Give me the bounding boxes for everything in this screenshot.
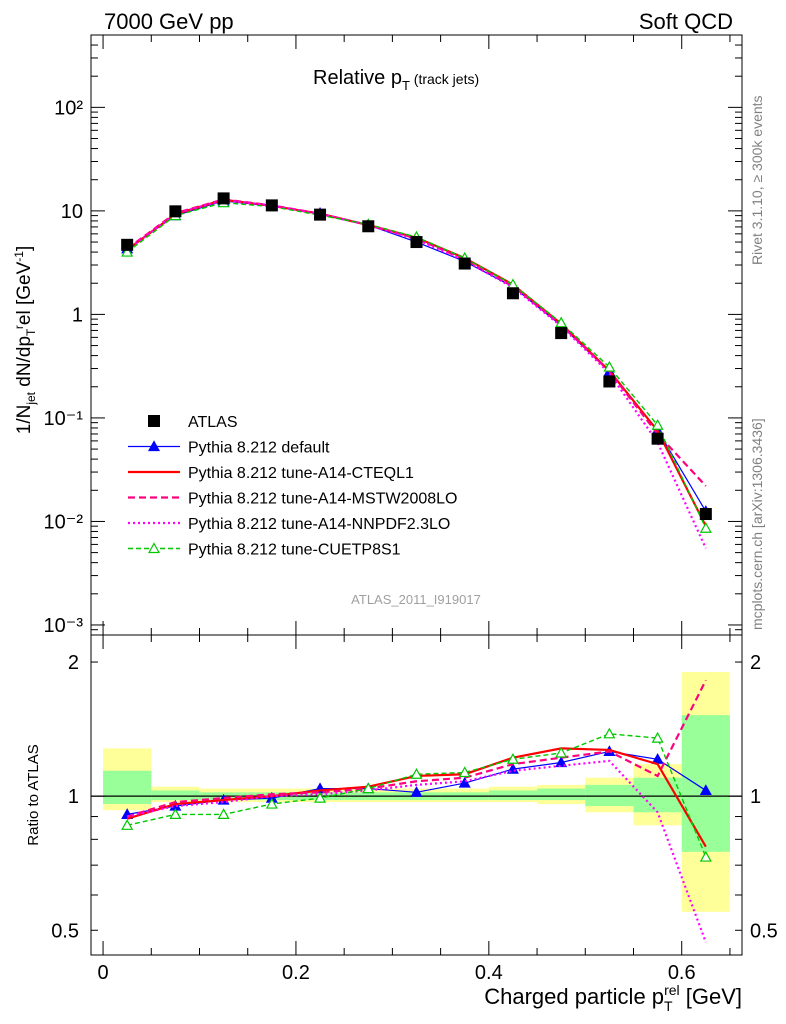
ratio-point-cuetp8s1 <box>651 731 664 743</box>
ratio-axis-ticks: 0.5 0.5 1 1 2 2 0 0.2 0.4 0.6 <box>51 635 778 984</box>
ratio-point-cuetp8s1 <box>555 746 568 758</box>
energy-label: 7000 GeV pp <box>104 9 234 34</box>
legend-marker-cuetp8s1 <box>147 542 161 554</box>
y-tick-label: 10⁻¹ <box>44 408 84 430</box>
ratio-panel: 0.5 0.5 1 1 2 2 0 0.2 0.4 0.6 Ratio to ATLAS Char… <box>25 634 778 1014</box>
ratio-plot-frame <box>90 634 743 956</box>
ratio-line-a14_nnpdf <box>126 759 707 943</box>
ratio-point-cuetp8s1 <box>121 819 134 830</box>
x-tick-label: 0 <box>97 962 108 984</box>
ratio-point-cuetp8s1 <box>265 797 278 809</box>
atlas-data-point <box>265 199 278 212</box>
ratio-point-cuetp8s1 <box>314 791 327 803</box>
main-axis-ticks: 10⁻³ 10⁻² 10⁻¹ 1 10 10² <box>44 34 742 637</box>
atlas-data-point <box>121 238 134 251</box>
ratio-y-tick-label-right: 1 <box>750 786 761 808</box>
atlas-data-point <box>555 327 568 340</box>
ratio-plot-marks <box>121 679 712 943</box>
legend: ATLAS Pythia 8.212 default Pythia 8.212 tu… <box>128 414 457 559</box>
atlas-data-point <box>603 375 616 388</box>
ratio-point-cuetp8s1 <box>603 727 616 739</box>
ratio-point-default <box>555 756 568 768</box>
x-tick-label: 0.4 <box>475 962 503 984</box>
legend-label: Pythia 8.212 tune-A14-MSTW2008LO <box>188 491 457 508</box>
atlas-data-point <box>217 192 230 205</box>
atlas-data-point <box>314 208 327 221</box>
atlas-data-point <box>410 236 423 249</box>
category-label: Soft QCD <box>639 9 733 34</box>
atlas-data-point <box>699 508 712 521</box>
ratio-y-tick-label-right: 2 <box>750 652 761 674</box>
atlas-data-point <box>458 257 471 270</box>
atlas-data-point <box>651 432 664 445</box>
legend-label: Pythia 8.212 default <box>188 440 330 457</box>
ratio-point-cuetp8s1 <box>217 808 230 820</box>
y-tick-label: 10 <box>61 201 83 223</box>
x-axis-title: Charged particle pTrel [GeV] <box>484 982 742 1014</box>
series-point-cuetp8s1 <box>699 521 712 533</box>
legend-label: ATLAS <box>188 414 238 431</box>
atlas-data-point <box>506 287 519 300</box>
uncertainty-band-green <box>488 790 538 801</box>
uncertainty-band-green <box>537 788 586 801</box>
x-tick-label: 0.2 <box>282 962 310 984</box>
y-tick-label: 10² <box>54 97 83 119</box>
uncertainty-band-green <box>633 777 682 813</box>
uncertainty-band-green <box>681 715 730 852</box>
ratio-y-tick-label-right: 0.5 <box>750 920 778 942</box>
legend-label: Pythia 8.212 tune-A14-CTEQL1 <box>188 465 414 482</box>
ratio-y-tick-label-left: 2 <box>68 652 79 674</box>
ratio-point-cuetp8s1 <box>362 782 375 794</box>
series-point-cuetp8s1 <box>121 245 134 257</box>
uncertainty-band-green <box>103 770 152 805</box>
series-point-cuetp8s1 <box>603 360 616 372</box>
main-panel: 10⁻³ 10⁻² 10⁻¹ 1 10 10² Relative pT (track je… <box>12 34 743 637</box>
uncertainty-band-green <box>151 790 200 801</box>
legend-label: Pythia 8.212 tune-A14-NNPDF2.3LO <box>188 516 450 533</box>
y-axis-title: 1/Njet dN/dpTrel [GeV-1] <box>12 246 38 434</box>
legend-marker-data <box>148 415 160 427</box>
series-point-cuetp8s1 <box>555 316 568 328</box>
mcplots-url-label: mcplots.cern.ch [arXiv:1306.3436] <box>749 418 765 630</box>
series-point-cuetp8s1 <box>651 418 664 430</box>
y-tick-label: 10⁻³ <box>44 615 84 637</box>
y-tick-label: 1 <box>72 304 83 326</box>
svg-text:1/Njet dN/dpTrel [GeV-1]: 1/Njet dN/dpTrel [GeV-1] <box>12 246 38 434</box>
y-tick-label: 10⁻² <box>44 511 84 533</box>
uncertainty-band-green <box>585 784 634 807</box>
ratio-y-tick-label-left: 1 <box>68 786 79 808</box>
ratio-line-a14_mstw <box>126 679 707 818</box>
atlas-data-point <box>362 220 375 233</box>
rivet-version-label: Rivet 3.1.10, ≥ 300k events <box>749 95 765 265</box>
ratio-point-default <box>699 784 712 796</box>
legend-label: Pythia 8.212 tune-CUETP8S1 <box>188 542 401 559</box>
main-plot-marks <box>121 192 712 549</box>
analysis-id-label: ATLAS_2011_I919017 <box>351 592 481 607</box>
ratio-point-cuetp8s1 <box>458 766 471 778</box>
ratio-point-default <box>410 786 423 797</box>
ratio-y-tick-label-left: 0.5 <box>51 920 79 942</box>
ratio-point-cuetp8s1 <box>506 753 519 764</box>
ratio-point-default <box>458 776 471 788</box>
atlas-data-point <box>169 205 182 218</box>
legend-marker-default <box>147 440 161 452</box>
ratio-y-axis-title: Ratio to ATLAS <box>25 744 42 845</box>
x-tick-label: 0.6 <box>668 962 696 984</box>
ratio-uncertainty-bands <box>91 671 742 912</box>
ratio-point-cuetp8s1 <box>410 767 423 779</box>
plot-title: Relative pT (track jets) <box>313 67 479 93</box>
ratio-point-cuetp8s1 <box>699 850 712 862</box>
ratio-point-cuetp8s1 <box>169 808 182 820</box>
